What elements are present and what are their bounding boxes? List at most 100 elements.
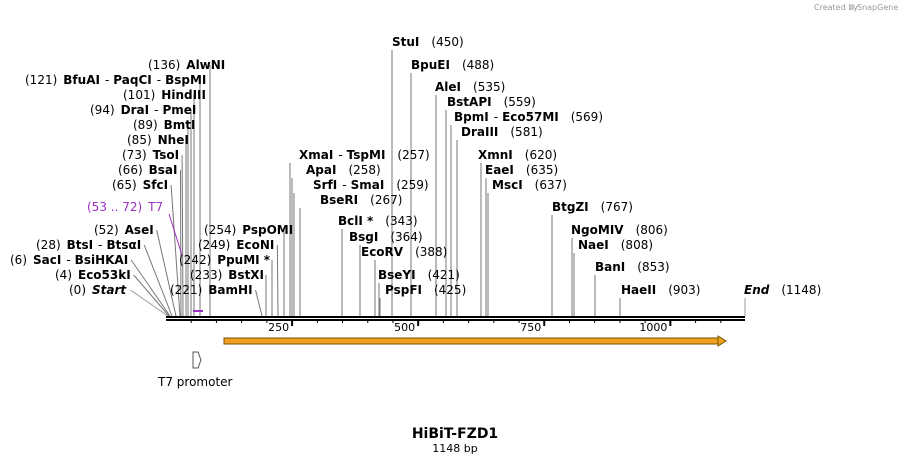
site-labels: (0) Start(4) Eco53kI(6) SacI - BsiHKAI(28) Bts…	[10, 35, 821, 297]
site-bani[interactable]: BanI (853)	[595, 260, 670, 274]
backbone	[166, 316, 745, 321]
site-tsoi[interactable]: (73) TsoI	[122, 148, 179, 162]
site-ecorv[interactable]: EcoRV (388)	[361, 245, 447, 259]
site-end[interactable]: End (1148)	[744, 283, 821, 297]
site-label: (85) NheI	[127, 133, 189, 147]
site-label: (73) TsoI	[122, 148, 179, 162]
site-label: (249) EcoNI	[198, 238, 274, 252]
site-ngomiv[interactable]: NgoMIV (806)	[571, 223, 668, 237]
site-alei[interactable]: AleI (535)	[435, 80, 505, 94]
construct-length: 1148 bp	[432, 442, 477, 455]
site-btsi[interactable]: (28) BtsI - BtsαI	[36, 238, 141, 252]
site-bmti[interactable]: (89) BmtI	[133, 118, 196, 132]
site-label: (121) BfuAI - PaqCI - BspMI	[25, 73, 206, 87]
site-bpuei[interactable]: BpuEI (488)	[411, 58, 494, 72]
site-label: BclI * (343)	[338, 214, 418, 228]
site-bseyi[interactable]: BseYI (421)	[378, 268, 460, 282]
site-apai[interactable]: ApaI (258)	[306, 163, 381, 177]
site-label: XmnI (620)	[478, 148, 557, 162]
site-leader	[180, 169, 182, 317]
site-xmai[interactable]: XmaI - TspMI (257)	[299, 148, 430, 162]
site-label: (136) AlwNI	[148, 58, 225, 72]
site-bstxi[interactable]: (233) BstXI	[190, 268, 264, 282]
site-draiii[interactable]: DraIII (581)	[461, 125, 543, 139]
site-bamhi[interactable]: (221) BamHI	[170, 283, 253, 297]
site-bpmi[interactable]: BpmI - Eco57MI (569)	[454, 110, 603, 124]
site-label: (101) HindIII	[123, 88, 206, 102]
primer-t7[interactable]: (53 .. 72) T7	[87, 200, 203, 312]
site-label: NaeI (808)	[578, 238, 653, 252]
site-econi[interactable]: (249) EcoNI	[198, 238, 274, 252]
ruler-tick-label: 750	[520, 321, 541, 334]
site-eco53ki[interactable]: (4) Eco53kI	[55, 268, 131, 282]
site-haeii[interactable]: HaeII (903)	[621, 283, 701, 297]
site-label: (65) SfcI	[112, 178, 168, 192]
site-label: XmaI - TspMI (257)	[299, 148, 430, 162]
credit-app: SnapGene	[857, 3, 898, 12]
t7-promoter-feature[interactable]: T7 promoter	[157, 351, 233, 389]
site-bsgi[interactable]: BsgI (364)	[349, 230, 423, 244]
site-label: (0) Start	[69, 283, 127, 297]
site-eaei[interactable]: EaeI (635)	[485, 163, 558, 177]
site-naei[interactable]: NaeI (808)	[578, 238, 653, 252]
ruler-ticks: 250 500 750 1000	[190, 321, 722, 334]
site-stui[interactable]: StuI (450)	[392, 35, 464, 49]
site-label: (66) BsaI	[118, 163, 178, 177]
site-leader	[133, 274, 170, 317]
site-ppumi[interactable]: (242) PpuMI *	[179, 253, 271, 267]
site-bsai[interactable]: (66) BsaI	[118, 163, 178, 177]
site-sfci[interactable]: (65) SfcI	[112, 178, 168, 192]
site-pspomi[interactable]: (254) PspOMI	[204, 223, 293, 237]
site-bcli[interactable]: BclI * (343)	[338, 214, 418, 228]
credit-text: Created by	[814, 3, 858, 12]
site-btgzi[interactable]: BtgZI (767)	[552, 200, 633, 214]
site-leader	[143, 244, 173, 317]
site-label: (242) PpuMI *	[179, 253, 271, 267]
site-label: (4) Eco53kI	[55, 268, 131, 282]
site-label: NgoMIV (806)	[571, 223, 668, 237]
site-label: (221) BamHI	[170, 283, 253, 297]
site-label: (89) BmtI	[133, 118, 196, 132]
site-leader	[156, 229, 177, 317]
site-srfi[interactable]: SrfI - SmaI (259)	[313, 178, 429, 192]
site-asei[interactable]: (52) AseI	[94, 223, 154, 237]
site-label: BtgZI (767)	[552, 200, 633, 214]
ruler-tick-label: 250	[268, 321, 289, 334]
site-label: SrfI - SmaI (259)	[313, 178, 429, 192]
primer-leader	[168, 213, 183, 256]
site-msci[interactable]: MscI (637)	[492, 178, 567, 192]
site-label: BanI (853)	[595, 260, 670, 274]
site-label: DraIII (581)	[461, 125, 543, 139]
site-drai[interactable]: (94) DraI - PmeI	[90, 103, 196, 117]
site-leader	[276, 244, 279, 317]
orf-feature[interactable]	[223, 335, 727, 347]
construct-title: HiBiT-FZD1	[412, 426, 498, 442]
site-label: BseYI (421)	[378, 268, 460, 282]
site-label: BsgI (364)	[349, 230, 423, 244]
site-label: (254) PspOMI	[204, 223, 293, 237]
site-bseri[interactable]: BseRI (267)	[320, 193, 402, 207]
site-start[interactable]: (0) Start	[69, 283, 127, 297]
site-label: StuI (450)	[392, 35, 464, 49]
site-label: BpmI - Eco57MI (569)	[454, 110, 603, 124]
site-alwni[interactable]: (136) AlwNI	[148, 58, 225, 72]
site-label: BstAPI (559)	[447, 95, 536, 109]
site-label: (94) DraI - PmeI	[90, 103, 196, 117]
site-xmni[interactable]: XmnI (620)	[478, 148, 557, 162]
promoter-arrow-icon	[192, 351, 202, 369]
site-hindiii[interactable]: (101) HindIII	[123, 88, 206, 102]
site-label: End (1148)	[744, 283, 821, 297]
site-label: MscI (637)	[492, 178, 567, 192]
site-bfuai[interactable]: (121) BfuAI - PaqCI - BspMI	[25, 73, 206, 87]
site-saci[interactable]: (6) SacI - BsiHKAI	[10, 253, 128, 267]
site-bstapi[interactable]: BstAPI (559)	[447, 95, 536, 109]
t7-promoter-label: T7 promoter	[157, 375, 233, 389]
site-label: BseRI (267)	[320, 193, 402, 207]
site-pspfi[interactable]: PspFI (425)	[385, 283, 466, 297]
site-nhei[interactable]: (85) NheI	[127, 133, 189, 147]
ruler-tick-label: 500	[394, 321, 415, 334]
site-label: PspFI (425)	[385, 283, 466, 297]
site-leader	[170, 184, 181, 317]
site-leader	[255, 289, 263, 317]
site-label: EaeI (635)	[485, 163, 558, 177]
